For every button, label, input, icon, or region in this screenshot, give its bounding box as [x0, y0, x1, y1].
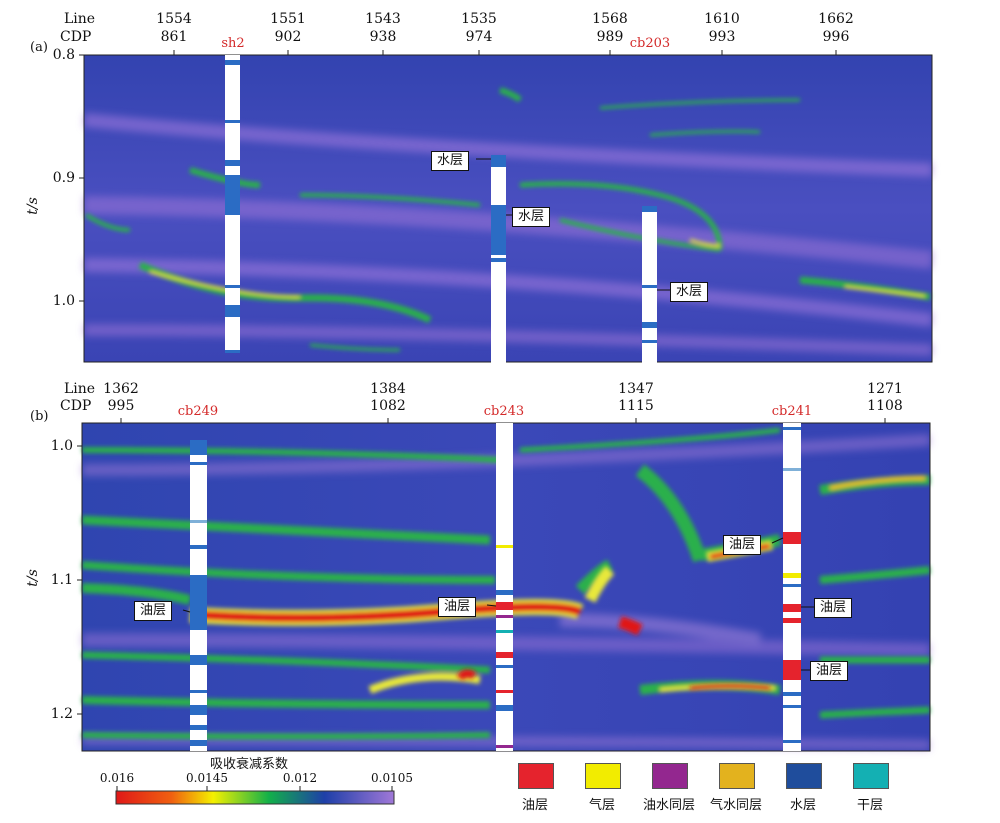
panel-a-line-header: Line: [64, 11, 96, 27]
well-log-a-middle: [491, 155, 506, 363]
colorbar-tick: 0.016: [99, 771, 135, 785]
panel-b-cdp-value: 995: [107, 398, 135, 414]
panel-a-cdp-value: 974: [465, 29, 493, 45]
panel-b-label: (b): [30, 409, 49, 424]
panel-b-x-ticks: [120, 418, 886, 423]
colorbar-tick: 0.0145: [186, 771, 228, 785]
callout-oil-layer: 油层: [134, 601, 173, 621]
panel-b-y-tick: 1.2: [50, 706, 73, 722]
well-name-cb241: cb241: [771, 404, 813, 419]
callout-oil-layer: 油层: [723, 535, 762, 555]
well-log-cb249: [190, 440, 207, 751]
well-name-cb249: cb249: [177, 404, 219, 419]
legend-swatch: [518, 763, 554, 789]
legend-label: 油层: [521, 798, 548, 813]
callout-water-layer: 水层: [512, 207, 551, 227]
panel-a-image: [83, 54, 933, 363]
legend-label: 气水同层: [709, 798, 762, 813]
well-log-cb203: [642, 206, 657, 363]
callout-leaders: [182, 158, 814, 671]
panel-a-line-value: 1551: [270, 11, 306, 27]
panel-b-y-tick: 1.1: [50, 572, 73, 588]
well-log-cb243: [496, 423, 513, 751]
panel-a-cdp-value: 902: [274, 29, 302, 45]
well-log-sh2: [225, 55, 240, 353]
panel-a-line-value: 1662: [818, 11, 854, 27]
panel-b-line-value: 1362: [103, 381, 139, 397]
legend-label: 气层: [588, 798, 615, 813]
well-name-sh2: sh2: [221, 36, 245, 51]
colorbar-tick: 0.0105: [371, 771, 413, 785]
panel-b-y-ticks: [77, 445, 82, 715]
legend-label: 水层: [789, 798, 816, 813]
callout-water-layer: 水层: [670, 282, 709, 302]
panel-a-line-value: 1554: [156, 11, 192, 27]
colorbar-tick: 0.012: [282, 771, 318, 785]
panel-a-y-tick: 0.8: [52, 47, 75, 63]
panel-a-label: (a): [30, 40, 48, 55]
panel-a-cdp-value: 938: [369, 29, 397, 45]
well-name-cb203: cb203: [629, 36, 671, 51]
legend-swatch: [786, 763, 822, 789]
legend-swatch: [585, 763, 621, 789]
panel-a-y-axis-label: t/s: [25, 197, 41, 215]
panel-a-cdp-header: CDP: [60, 29, 92, 45]
panel-a-cdp-value: 989: [596, 29, 624, 45]
legend-label: 干层: [856, 798, 883, 813]
panel-a-line-value: 1535: [461, 11, 497, 27]
panel-a-cdp-value: 993: [708, 29, 736, 45]
panel-b-cdp-value: 1115: [618, 398, 654, 414]
callout-oil-layer: 油层: [438, 597, 477, 617]
panel-b-y-tick: 1.0: [50, 438, 73, 454]
well-name-cb243: cb243: [483, 404, 525, 419]
panel-b-line-header: Line: [64, 381, 96, 397]
panel-b-line-value: 1271: [867, 381, 903, 397]
callout-water-layer: 水层: [431, 151, 470, 171]
well-log-cb241: [783, 423, 801, 751]
panel-b-y-axis-label: t/s: [25, 569, 41, 587]
legend-swatch: [719, 763, 755, 789]
colorbar: [115, 786, 395, 805]
panel-b-cdp-value: 1108: [867, 398, 903, 414]
panel-b-cdp-header: CDP: [60, 398, 92, 414]
panel-a-cdp-value: 996: [822, 29, 850, 45]
panel-a-line-value: 1610: [704, 11, 740, 27]
panel-a-x-ticks: [173, 50, 837, 55]
callout-oil-layer: 油层: [810, 661, 849, 681]
panel-b-cdp-value: 1082: [370, 398, 406, 414]
panel-a-line-value: 1543: [365, 11, 401, 27]
legend-swatch: [853, 763, 889, 789]
callout-oil-layer: 油层: [814, 598, 853, 618]
panel-a-cdp-value: 861: [160, 29, 188, 45]
panel-a-y-tick: 1.0: [52, 293, 75, 309]
panel-b-line-value: 1384: [370, 381, 406, 397]
legend-label: 油水同层: [642, 798, 695, 813]
panel-b-line-value: 1347: [618, 381, 654, 397]
colorbar-title: 吸收衰减系数: [210, 757, 289, 772]
panel-a-y-ticks: [79, 54, 84, 302]
panel-a-y-tick: 0.9: [52, 170, 75, 186]
panel-a-line-value: 1568: [592, 11, 628, 27]
legend-swatch: [652, 763, 688, 789]
